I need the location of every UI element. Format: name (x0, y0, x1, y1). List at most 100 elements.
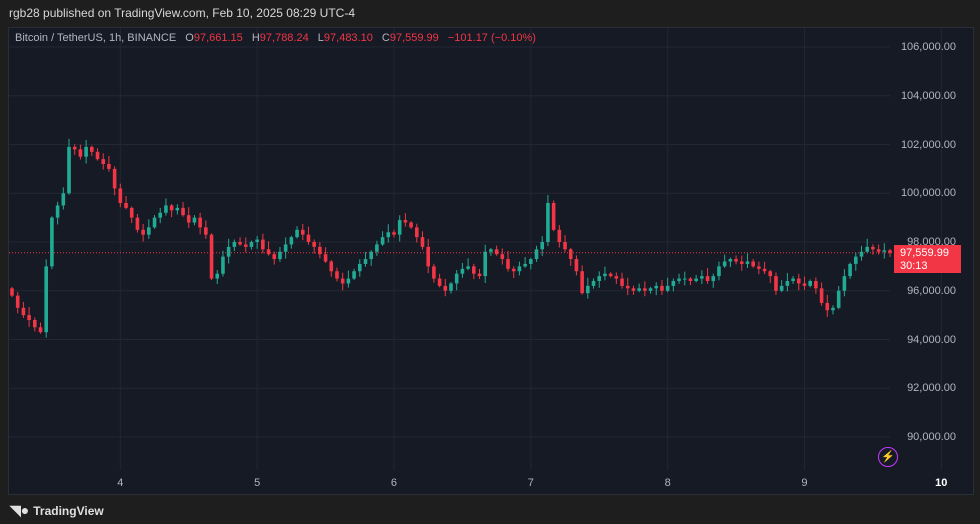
candle-body (608, 273, 613, 277)
candle-body (164, 205, 168, 213)
candle-body (300, 229, 305, 235)
candle-body (580, 271, 584, 294)
candle-body (101, 159, 106, 164)
candle-body (705, 276, 710, 281)
candle-body (437, 278, 442, 286)
candle-body (124, 203, 128, 208)
candle-body (346, 278, 351, 284)
candle-body (255, 239, 259, 242)
candle-body (603, 273, 607, 277)
tv-logo-icon: ◥● (10, 502, 30, 518)
candle-body (90, 146, 94, 152)
candle-body (751, 261, 755, 267)
candle-body (506, 259, 510, 269)
candle-body (534, 249, 539, 260)
candle-body (625, 285, 630, 289)
candle-body (791, 278, 795, 281)
high-value: 97,788.24 (259, 32, 309, 44)
candle-body (141, 229, 145, 235)
candle-body (779, 285, 784, 291)
x-tick-label: 4 (117, 477, 124, 489)
candle-body (340, 278, 345, 284)
candle-body (717, 266, 721, 277)
candle-body (871, 246, 875, 250)
candle-body (192, 217, 197, 223)
candle-body (831, 307, 835, 311)
candle-body (147, 227, 151, 235)
candle-body (369, 251, 373, 260)
y-tick-label: 106,000.00 (900, 41, 956, 53)
candle-body (819, 288, 824, 303)
candle-body (283, 244, 288, 252)
candle-body (375, 244, 379, 252)
y-tick-label: 94,000.00 (907, 333, 956, 346)
candle-body (50, 217, 54, 267)
candle-body (888, 250, 892, 253)
candle-body (483, 251, 488, 277)
candle-body (278, 251, 282, 260)
candle-body (221, 256, 225, 274)
candle-body (660, 285, 664, 291)
x-tick-label: 10 (935, 477, 948, 489)
y-tick-label: 102,000.00 (900, 138, 956, 151)
candle-body (671, 281, 676, 286)
candle-body (329, 261, 334, 272)
candle-body (209, 234, 214, 279)
candle-body (152, 217, 157, 228)
candle-body (551, 203, 556, 230)
candle-body (95, 151, 100, 160)
candle-body (261, 239, 265, 250)
candle-body (494, 249, 499, 255)
y-tick-label: 100,000.00 (900, 187, 956, 200)
candle-body (523, 263, 527, 267)
candle-body (392, 232, 396, 235)
candle-body (859, 251, 864, 257)
candle-body (118, 188, 123, 203)
candle-body (175, 207, 180, 211)
candle-body (306, 234, 311, 242)
candle-body (853, 256, 858, 264)
high-label: H (251, 32, 260, 44)
candle-body (682, 278, 687, 280)
x-tick-label: 6 (390, 477, 398, 489)
candle-body (27, 315, 31, 320)
candle-body (289, 237, 294, 245)
candle-body (432, 266, 436, 279)
candle-body (454, 273, 459, 284)
low-label: L (317, 32, 324, 44)
open-value: 97,661.15 (193, 32, 243, 44)
candle-body (414, 227, 419, 238)
candle-body (243, 244, 248, 247)
lightning-icon[interactable]: ⚡ (878, 447, 898, 467)
candle-body (700, 276, 704, 279)
candle-body (557, 229, 562, 242)
candle-body (489, 249, 493, 252)
candle-body (814, 281, 818, 289)
y-tick-label: 92,000.00 (907, 382, 956, 395)
candle-body (460, 268, 465, 274)
candle-body (181, 207, 185, 216)
candle-body (67, 146, 71, 194)
close-label: C (381, 32, 390, 44)
brand-name: TradingView (33, 503, 104, 518)
x-tick-label: 9 (801, 477, 808, 489)
candle-body (72, 146, 77, 150)
x-tick-label: 5 (254, 477, 261, 489)
candle-body (665, 285, 670, 291)
candle-body (511, 268, 516, 272)
candle-body (586, 285, 590, 294)
candle-body (477, 273, 482, 277)
candle-body (597, 276, 602, 281)
candle-body (204, 227, 208, 235)
candle-body (848, 263, 852, 277)
candle-body (129, 207, 134, 218)
candle-body (637, 288, 641, 291)
candle-body (112, 168, 117, 189)
candle-body (323, 254, 328, 262)
published-info: rgb28 published on TradingView.com, Feb … (9, 6, 355, 20)
candle-body (825, 302, 830, 311)
chart-area[interactable] (8, 27, 974, 495)
candle-body (78, 149, 83, 157)
candle-body (631, 288, 636, 291)
